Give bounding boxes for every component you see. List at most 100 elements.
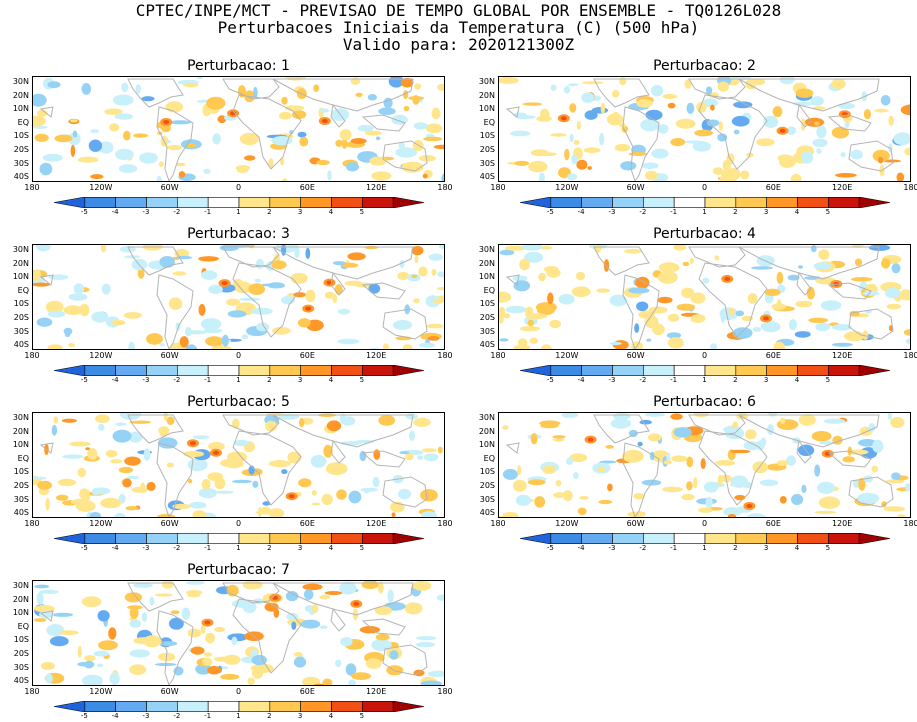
colorbar-label: 4 [794,544,800,552]
colorbar-label: -2 [639,208,647,216]
colorbar-label: -3 [608,376,616,384]
lat-label: 10S [13,299,29,309]
lat-label: 40S [13,676,29,686]
lon-label: 60E [299,687,315,696]
lon-label: 60E [765,519,781,528]
lon-label: 60W [160,519,179,528]
colorbar-label: -2 [173,544,181,552]
lon-label: 0 [701,183,708,192]
coastline-layer [39,78,428,181]
map-field [33,77,444,181]
colorbar-label: 1 [236,376,241,384]
lat-label: 30S [479,494,495,504]
lat-label: 30S [479,158,495,168]
colorbar-label: 4 [328,712,334,720]
panel-title: Perturbacao: 5 [187,394,290,410]
lon-label: 120W [555,351,579,360]
colorbar-label: -4 [577,376,585,384]
perturbation-field [33,77,444,181]
colorbar-label: -5 [546,208,554,216]
colorbar-label: -4 [577,208,585,216]
lat-label: EQ [17,453,29,463]
coastline-layer [39,246,428,349]
lon-label: 180 [903,183,917,192]
colorbar-label: 3 [763,376,769,384]
colorbar [53,197,424,208]
colorbar-label: 1 [236,544,241,552]
lat-label: EQ [483,285,495,295]
lon-label: 180 [24,687,40,696]
colorbar-label: 3 [297,208,303,216]
colorbar-label: -3 [608,544,616,552]
coastline-layer [505,78,894,181]
colorbar-label: 1 [702,376,707,384]
perturbation-field [499,77,910,181]
lat-label: 30S [13,494,29,504]
lat-label: 10N [478,104,495,114]
lat-label: 20N [12,258,29,268]
lat-label: 30N [478,413,495,422]
lon-label: 0 [701,351,708,360]
panel-title: Perturbacao: 3 [187,226,290,242]
lat-label: 30N [12,245,29,254]
lat-label: 20S [13,481,29,490]
colorbar-label: 5 [359,208,365,216]
lat-label: 40S [479,340,495,350]
lon-label: 180 [490,519,506,528]
colorbar-label: -1 [204,208,212,216]
colorbar-label: 3 [297,544,303,552]
lat-label: EQ [483,117,495,127]
colorbar-label: -1 [670,208,678,216]
lat-label: 10N [12,104,29,114]
lon-label: 60W [626,351,645,360]
colorbar-label: -1 [204,712,212,720]
colorbar [53,365,424,376]
lat-label: 40S [13,508,29,518]
lat-label: 10S [479,299,495,309]
lon-label: 120W [555,519,579,528]
lon-label: 120E [365,351,387,360]
lat-label: 30N [478,77,495,86]
colorbar-label: -1 [670,544,678,552]
lat-label: 30N [12,581,29,590]
lon-label: 60E [765,183,781,192]
lat-label: 30N [478,245,495,254]
lon-label: 180 [437,183,453,192]
lat-label: 10N [12,440,29,450]
lat-label: 40S [13,340,29,350]
main-title: CPTEC/INPE/MCT - PREVISAO DE TEMPO GLOBA… [135,1,782,20]
lat-label: 10S [479,131,495,141]
colorbar-label: -1 [204,376,212,384]
colorbar-label: -4 [111,544,119,552]
colorbar-label: 2 [733,376,738,384]
lat-label: 30S [479,326,495,336]
lat-label: 10S [13,131,29,141]
coastline-layer [39,582,428,685]
lon-label: 60E [765,351,781,360]
map-field [34,581,444,685]
map-field [499,413,910,517]
lat-label: 10N [12,272,29,282]
lon-label: 60W [160,183,179,192]
lon-label: 120W [555,183,579,192]
lat-label: 30S [13,662,29,672]
colorbar-label: 1 [236,712,241,720]
lat-label: 20S [479,145,495,154]
lat-label: 40S [479,508,495,518]
perturbation-field [499,413,910,517]
colorbar-label: 1 [702,544,707,552]
lon-label: 60E [299,183,315,192]
temperature-map [498,244,911,350]
colorbar-label: 3 [297,376,303,384]
lat-label: 10N [478,272,495,282]
colorbar-label: 5 [359,712,365,720]
colorbar-label: 5 [359,544,365,552]
lat-label: 30S [13,326,29,336]
lat-label: EQ [17,285,29,295]
lat-label: 20N [478,426,495,436]
lon-label: 180 [437,687,453,696]
lon-label: 180 [437,519,453,528]
colorbar-label: 4 [328,376,334,384]
colorbar-label: 2 [733,544,738,552]
lon-label: 0 [235,687,242,696]
